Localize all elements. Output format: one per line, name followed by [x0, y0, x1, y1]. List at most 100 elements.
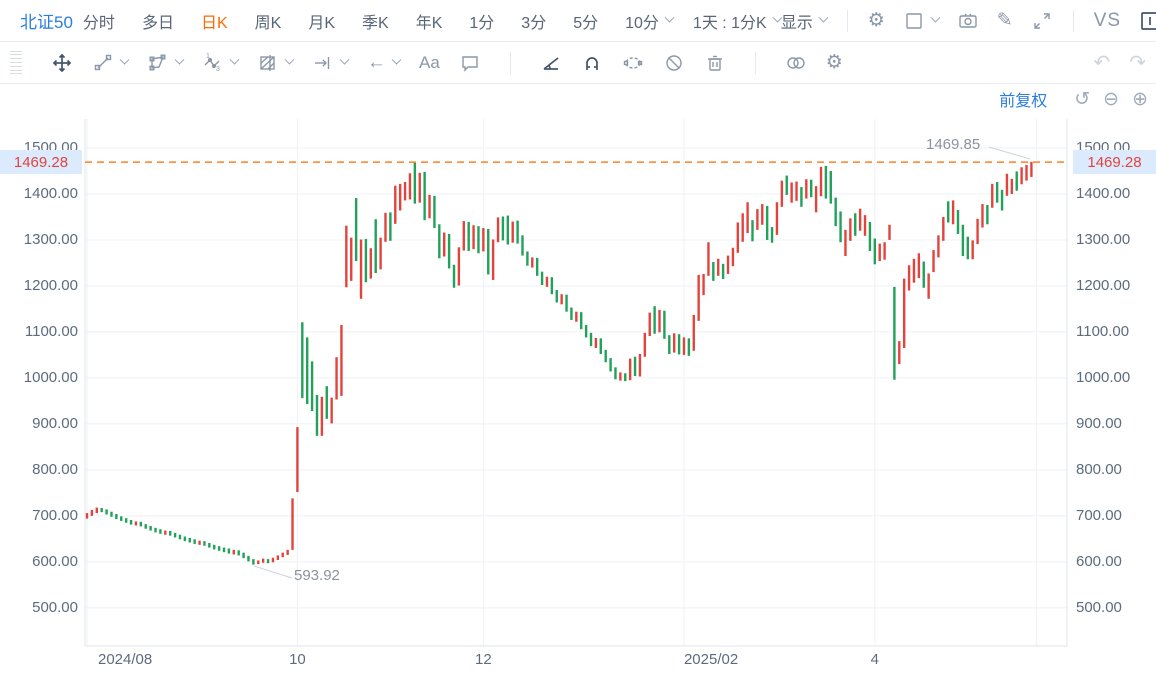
x-tick-label: 4: [870, 651, 879, 668]
tools-settings-gear-icon[interactable]: ⚙: [825, 51, 843, 73]
chevron-down-icon: [818, 12, 829, 23]
y-tick-label: 900.00: [1076, 414, 1122, 432]
x-tick-label: 2025/02: [683, 651, 739, 668]
chevron-down-icon: [391, 54, 402, 65]
chart-header: 前复权 ↺ ⊖ ⊕: [999, 87, 1148, 111]
period-tab-分时[interactable]: 分时: [82, 14, 115, 32]
y-tick-label: 1300.00: [1076, 230, 1131, 248]
text-tool-icon[interactable]: Aa: [419, 52, 440, 72]
fibonacci-box-icon: [257, 52, 279, 74]
zoom-in-icon[interactable]: ⊕: [1132, 88, 1148, 110]
x-tick-label: 10: [289, 651, 306, 668]
y-tick-label: 1400.00: [1076, 184, 1131, 202]
arrow-tool[interactable]: ←: [367, 51, 402, 74]
chart-type-dropdown[interactable]: [903, 10, 941, 32]
polygon-icon: [147, 52, 169, 74]
redo-icon[interactable]: ↷: [1129, 52, 1146, 74]
y-tick-label: 700.00: [1076, 506, 1122, 524]
arrow-to-bar-icon: [312, 52, 334, 74]
y-tick-label: 1300.00: [23, 230, 78, 248]
chevron-down-icon: [119, 54, 130, 65]
toolbar-drag-handle[interactable]: [10, 50, 22, 75]
interval-label: 1天 : 1分K: [692, 14, 767, 32]
y-tick-label: 1100.00: [24, 322, 78, 340]
main-toolbar: 北证50 分时 多日 日K 周K 月K 季K 年K 1分 3分 5分 10分 1天 : 1分K 显…: [0, 0, 1156, 42]
trash-icon[interactable]: [704, 52, 726, 74]
y-tick-label: 900.00: [32, 414, 78, 432]
pencil-edit-icon[interactable]: ✎: [996, 9, 1013, 31]
x-tick-label: 2024/08: [98, 651, 153, 668]
period-tab-多日[interactable]: 多日: [141, 14, 174, 32]
y-tick-label: 1000.00: [1076, 368, 1131, 386]
chevron-down-icon: [664, 12, 675, 23]
period-10min-label: 10分: [625, 14, 659, 32]
linked-circles-icon[interactable]: [785, 52, 807, 74]
period-tab-季K[interactable]: 季K: [362, 14, 389, 32]
y-tick-label: 1200.00: [23, 276, 78, 294]
last-price-label-right: 1469.28: [1073, 150, 1156, 174]
chevron-down-icon: [174, 54, 185, 65]
high-annotation: 1469.85: [926, 136, 981, 153]
y-tick-label: 1000.00: [23, 368, 78, 386]
y-tick-label: 1100.00: [1076, 322, 1130, 340]
fullscreen-icon[interactable]: [1031, 10, 1053, 32]
chevron-down-icon: [284, 54, 295, 65]
ellipse-select-icon[interactable]: [622, 52, 644, 74]
y-tick-label: 500.00: [1076, 598, 1122, 616]
period-tab-年K[interactable]: 年K: [415, 14, 443, 32]
magnet-icon[interactable]: [581, 52, 603, 74]
hide-drawings-icon[interactable]: [663, 52, 685, 74]
period-10min-dropdown[interactable]: 10分: [625, 9, 675, 33]
adjust-mode-toggle[interactable]: 前复权: [999, 93, 1048, 110]
period-tab-周K[interactable]: 周K: [254, 14, 282, 32]
low-annotation: 593.92: [294, 567, 340, 584]
y-tick-label: 800.00: [32, 460, 78, 478]
undo-icon[interactable]: ↶: [1093, 52, 1111, 74]
trend-line-icon: [92, 52, 114, 74]
period-tab-月K[interactable]: 月K: [308, 14, 336, 32]
y-tick-label: 600.00: [32, 552, 78, 570]
y-tick-label: 700.00: [32, 506, 78, 524]
period-tabs: 分时 多日 日K 周K 月K 季K 年K 1分 3分 5分: [83, 9, 598, 33]
zoom-out-icon[interactable]: ⊖: [1103, 88, 1120, 110]
y-tick-label: 500.00: [32, 598, 78, 616]
camera-snapshot-icon[interactable]: [957, 10, 979, 32]
chevron-down-icon: [339, 54, 350, 65]
compare-vs-label[interactable]: VS: [1093, 9, 1122, 31]
left-arrow-icon: ←: [367, 51, 386, 73]
period-tab-3分[interactable]: 3分: [521, 14, 547, 32]
chevron-down-icon: [930, 12, 941, 23]
symbol-name[interactable]: 北证50: [20, 13, 73, 32]
chart-type-box-icon: [903, 10, 925, 32]
period-tab-5分[interactable]: 5分: [573, 14, 599, 32]
comment-bubble-icon[interactable]: [459, 52, 481, 74]
reset-zoom-icon[interactable]: ↺: [1074, 88, 1091, 110]
svg-text:1: 1: [206, 53, 210, 60]
y-tick-label: 600.00: [1076, 552, 1122, 570]
polygon-tool[interactable]: [147, 52, 185, 74]
candlestick-plot[interactable]: [0, 85, 1156, 678]
y-tick-label: 800.00: [1076, 460, 1122, 478]
y-tick-label: 1400.00: [23, 184, 78, 202]
x-tick-label: 12: [475, 651, 492, 668]
display-dropdown[interactable]: 显示: [780, 9, 829, 33]
compare-layout-icon[interactable]: [1139, 10, 1156, 32]
y-tick-label: 1200.00: [1076, 276, 1131, 294]
interval-dropdown[interactable]: 1天 : 1分K: [692, 9, 783, 33]
chevron-down-icon: [229, 54, 240, 65]
measure-tool[interactable]: [312, 52, 350, 74]
display-label: 显示: [780, 14, 813, 32]
trend-line-tool[interactable]: [92, 52, 130, 74]
fibonacci-tool[interactable]: [257, 52, 295, 74]
chart-area[interactable]: 前复权 ↺ ⊖ ⊕ 1500.00 1400.00 1300.00 1200.00 11…: [0, 85, 1156, 678]
period-tab-1分[interactable]: 1分: [469, 14, 495, 32]
last-price-label-left: 1469.28: [0, 150, 82, 174]
svg-text:3: 3: [216, 66, 220, 73]
period-tab-日K[interactable]: 日K: [200, 14, 228, 32]
angle-line-icon[interactable]: [540, 52, 562, 74]
settings-gear-icon[interactable]: ⚙: [867, 9, 885, 31]
move-crosshair-icon[interactable]: [51, 52, 73, 74]
